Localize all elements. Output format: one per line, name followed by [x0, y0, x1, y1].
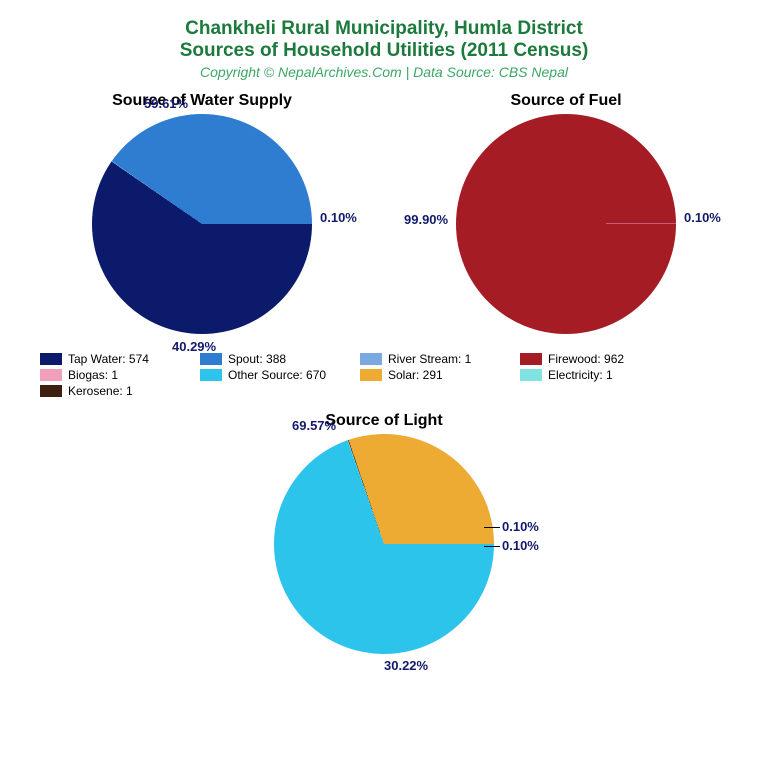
fuel-chart-title: Source of Fuel [396, 92, 736, 110]
legend-swatch [360, 353, 382, 365]
light-chart-container: Source of Light 69.57%0.10%0.10%30.22% [214, 412, 554, 654]
legend-label: Firewood: 962 [548, 352, 624, 366]
fuel-pie [456, 114, 676, 334]
legend-item: Spout: 388 [200, 352, 360, 366]
slice-pct-label: 0.10% [502, 538, 539, 553]
legend-label: Spout: 388 [228, 352, 286, 366]
legend-swatch [200, 369, 222, 381]
slice-pct-label: 40.29% [172, 339, 216, 354]
legend-label: Other Source: 670 [228, 368, 326, 382]
legend-item: Electricity: 1 [520, 368, 680, 382]
legend-item: Firewood: 962 [520, 352, 680, 366]
legend-label: Solar: 291 [388, 368, 443, 382]
slice-pct-label: 69.57% [292, 418, 336, 433]
light-pie [274, 434, 494, 654]
fuel-pie-wrapper: 99.90%0.10% [456, 114, 676, 334]
slice-pct-label: 0.10% [320, 210, 357, 225]
legend-swatch [360, 369, 382, 381]
legend-item: River Stream: 1 [360, 352, 520, 366]
legend-label: Kerosene: 1 [68, 384, 133, 398]
legend-item: Biogas: 1 [40, 368, 200, 382]
copyright-line: Copyright © NepalArchives.Com | Data Sou… [0, 64, 768, 80]
title-block: Chankheli Rural Municipality, Humla Dist… [0, 0, 768, 80]
legend-label: Electricity: 1 [548, 368, 613, 382]
water-chart-title: Source of Water Supply [32, 92, 372, 110]
light-chart-title: Source of Light [214, 412, 554, 430]
light-pointer-1 [484, 527, 500, 528]
legend: Tap Water: 574 Spout: 388 River Stream: 1 F… [0, 342, 768, 400]
legend-label: Biogas: 1 [68, 368, 118, 382]
legend-swatch [520, 369, 542, 381]
legend-label: Tap Water: 574 [68, 352, 149, 366]
legend-item: Other Source: 670 [200, 368, 360, 382]
legend-swatch [40, 385, 62, 397]
slice-pct-label: 0.10% [684, 210, 721, 225]
slice-pct-label: 0.10% [502, 519, 539, 534]
slice-pct-label: 59.61% [144, 96, 188, 111]
legend-swatch [40, 353, 62, 365]
legend-label: River Stream: 1 [388, 352, 471, 366]
top-charts-row: Source of Water Supply 59.61%0.10%40.29%… [0, 92, 768, 334]
legend-swatch [520, 353, 542, 365]
fuel-chart-container: Source of Fuel 99.90%0.10% [396, 92, 736, 334]
light-pointer-2 [484, 546, 500, 547]
legend-item: Tap Water: 574 [40, 352, 200, 366]
water-pie-wrapper: 59.61%0.10%40.29% [92, 114, 312, 334]
legend-item: Solar: 291 [360, 368, 520, 382]
light-pie-wrapper: 69.57%0.10%0.10%30.22% [274, 434, 494, 654]
slice-pct-label: 30.22% [384, 658, 428, 673]
slice-pct-label: 99.90% [404, 212, 448, 227]
title-line-1: Chankheli Rural Municipality, Humla Dist… [0, 18, 768, 40]
legend-swatch [200, 353, 222, 365]
water-chart-container: Source of Water Supply 59.61%0.10%40.29% [32, 92, 372, 334]
legend-item: Kerosene: 1 [40, 384, 200, 398]
title-line-2: Sources of Household Utilities (2011 Cen… [0, 40, 768, 62]
legend-swatch [40, 369, 62, 381]
water-pie [92, 114, 312, 334]
